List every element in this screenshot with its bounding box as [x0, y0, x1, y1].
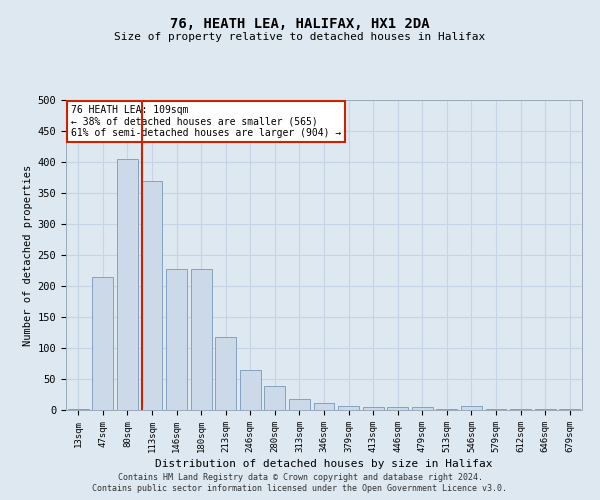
Text: Contains public sector information licensed under the Open Government Licence v3: Contains public sector information licen… — [92, 484, 508, 493]
Y-axis label: Number of detached properties: Number of detached properties — [23, 164, 34, 346]
Bar — [265, 386, 286, 410]
Bar — [485, 409, 506, 410]
Bar — [166, 268, 187, 410]
Text: 76, HEATH LEA, HALIFAX, HX1 2DA: 76, HEATH LEA, HALIFAX, HX1 2DA — [170, 18, 430, 32]
Text: Size of property relative to detached houses in Halifax: Size of property relative to detached ho… — [115, 32, 485, 42]
Bar — [92, 276, 113, 410]
X-axis label: Distribution of detached houses by size in Halifax: Distribution of detached houses by size … — [155, 459, 493, 469]
Bar — [412, 407, 433, 410]
Bar — [362, 407, 383, 410]
Bar — [461, 406, 482, 410]
Bar — [68, 409, 89, 410]
Bar — [117, 159, 138, 410]
Text: Contains HM Land Registry data © Crown copyright and database right 2024.: Contains HM Land Registry data © Crown c… — [118, 472, 482, 482]
Bar — [215, 337, 236, 410]
Bar — [191, 268, 212, 410]
Bar — [314, 402, 334, 410]
Bar — [142, 180, 163, 410]
Bar — [289, 400, 310, 410]
Bar — [240, 370, 261, 410]
Bar — [338, 406, 359, 410]
Bar — [436, 409, 457, 410]
Bar — [387, 407, 408, 410]
Text: 76 HEATH LEA: 109sqm
← 38% of detached houses are smaller (565)
61% of semi-deta: 76 HEATH LEA: 109sqm ← 38% of detached h… — [71, 104, 341, 138]
